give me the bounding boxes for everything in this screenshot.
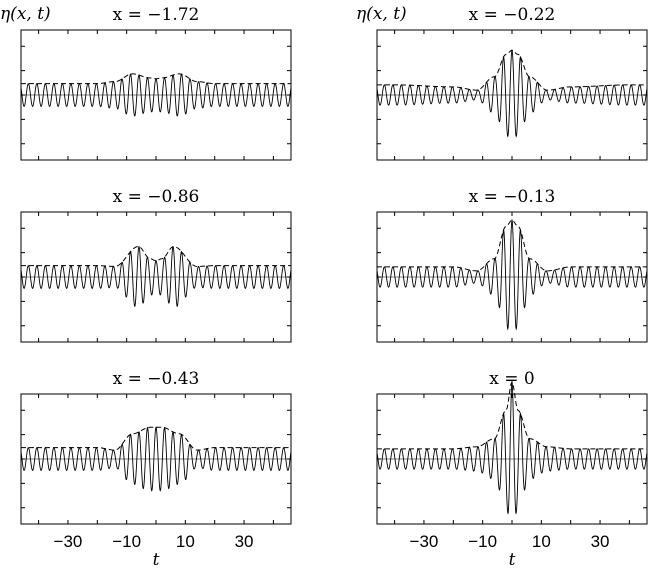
x-axis-label: t bbox=[509, 550, 516, 570]
y-axis-label: η(x, t) bbox=[0, 4, 51, 24]
panel-3: x = −0.86 bbox=[20, 187, 292, 343]
series-envelope bbox=[21, 246, 291, 267]
panel-title: x = −0.22 bbox=[469, 5, 556, 25]
series-envelope bbox=[377, 49, 647, 91]
x-tick-label: −10 bbox=[112, 532, 141, 551]
y-axis-label: η(x, t) bbox=[356, 4, 407, 24]
x-tick-label: 10 bbox=[532, 532, 551, 551]
panel-4: x = −0.13 bbox=[376, 187, 648, 343]
panel-5: x = −0.43 −30 −10 10 30 t bbox=[20, 369, 292, 570]
panel-title: x = −1.72 bbox=[113, 5, 200, 25]
series-envelope bbox=[377, 380, 647, 450]
series-eta bbox=[376, 381, 648, 515]
panel-title: x = 0 bbox=[489, 369, 534, 389]
series-envelope bbox=[377, 219, 647, 272]
x-tick-label: 30 bbox=[235, 532, 254, 551]
x-tick-label: −30 bbox=[54, 532, 83, 551]
series-envelope bbox=[21, 73, 291, 85]
series-eta bbox=[376, 218, 648, 331]
x-tick-label: −10 bbox=[468, 532, 497, 551]
series-eta bbox=[20, 426, 292, 492]
panel-6: x = 0 −30 −10 10 30 t bbox=[376, 369, 648, 570]
panel-title: x = −0.86 bbox=[113, 187, 200, 207]
panel-title: x = −0.13 bbox=[469, 187, 556, 207]
panel-1: x = −1.72 η(x, t) bbox=[0, 4, 292, 161]
series-eta bbox=[20, 246, 292, 307]
x-tick-label: 10 bbox=[176, 532, 195, 551]
panel-title: x = −0.43 bbox=[113, 369, 200, 389]
x-tick-label: −30 bbox=[410, 532, 439, 551]
panel-2: x = −0.22 η(x, t) bbox=[356, 4, 648, 161]
series-envelope bbox=[21, 426, 291, 451]
series-eta bbox=[376, 48, 648, 138]
x-tick-label: 30 bbox=[591, 532, 610, 551]
x-axis-label: t bbox=[153, 550, 160, 570]
